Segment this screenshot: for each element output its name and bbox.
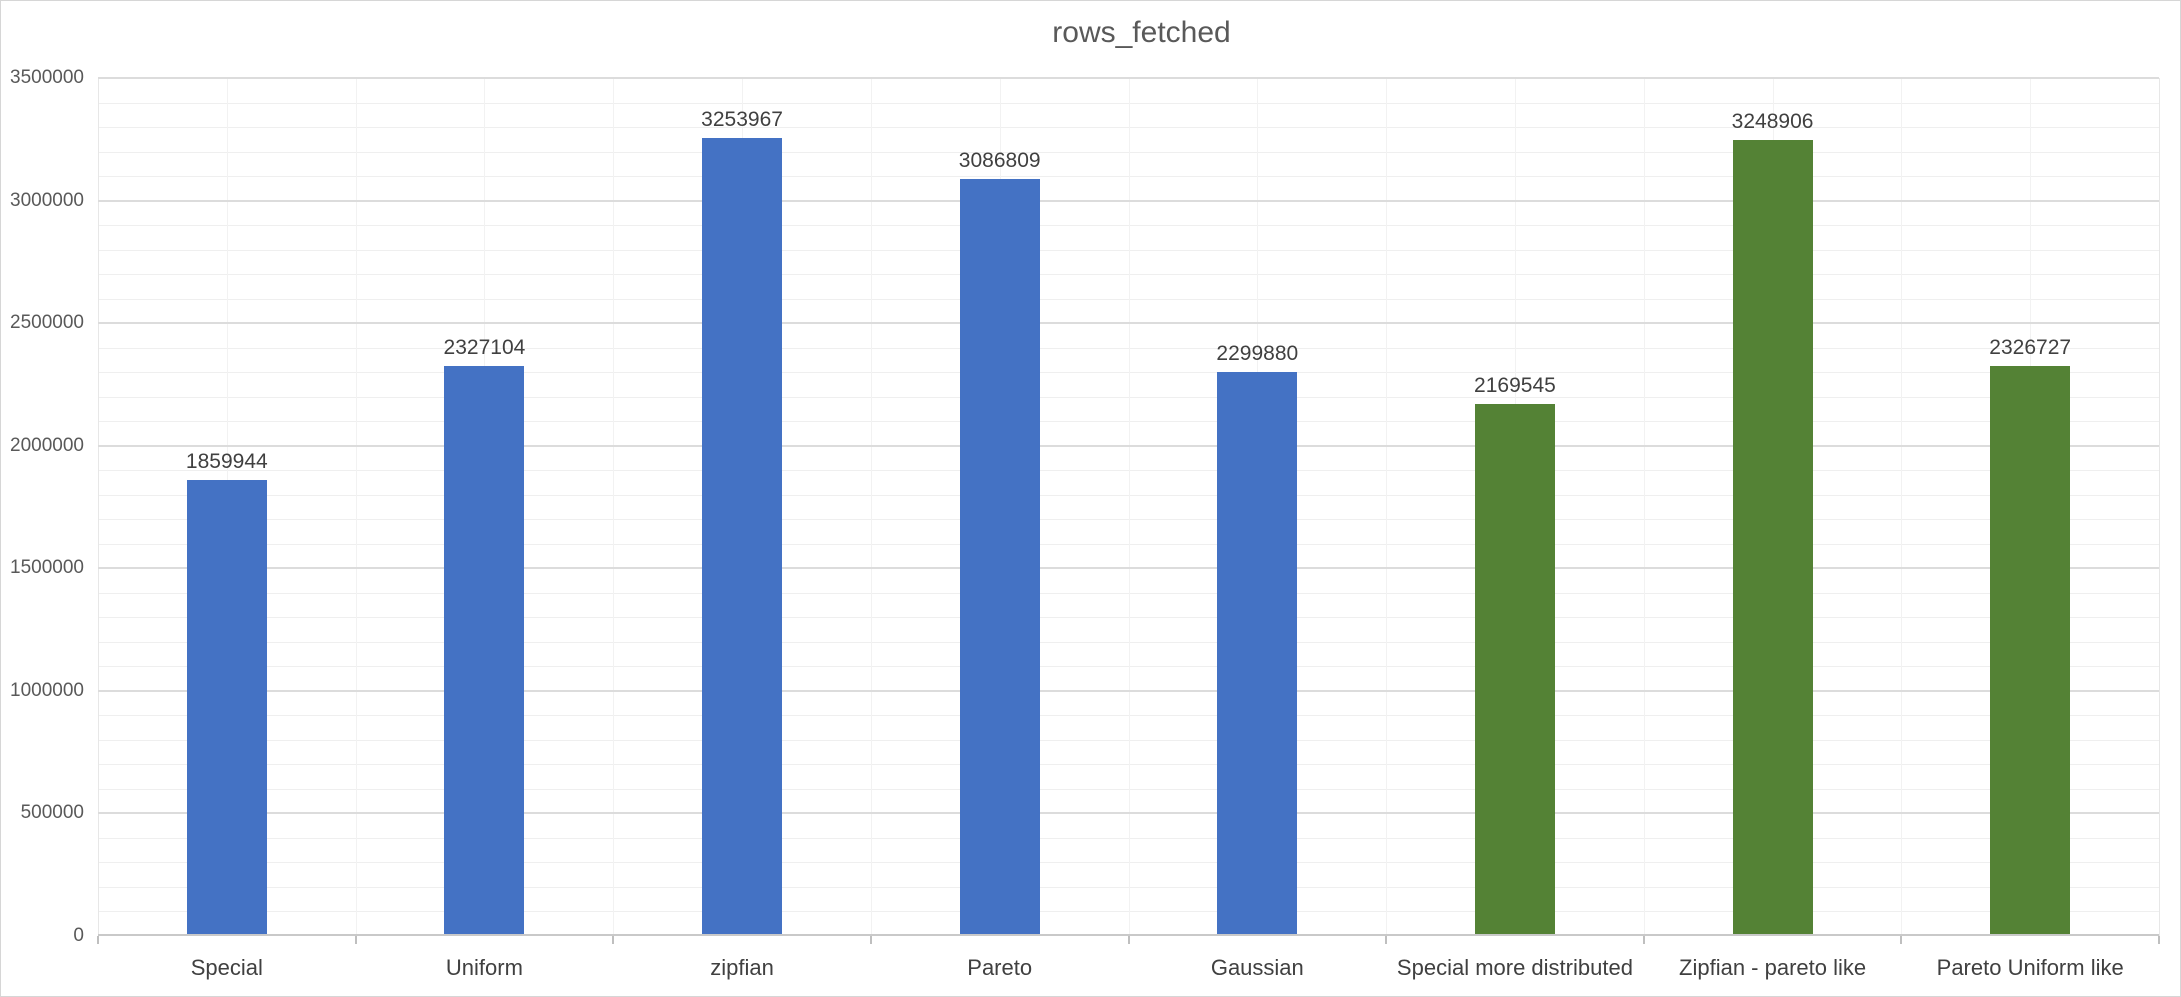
axis-tick	[2158, 936, 2160, 944]
gridline-major	[98, 322, 2159, 325]
gridline-major	[98, 567, 2159, 570]
plot-area: 1859944 2327104 3253967 3086809 2299880 21695…	[97, 77, 2160, 944]
y-axis-tick-label: 2500000	[10, 312, 84, 334]
bar-zipfian-pareto-like[interactable]	[1732, 139, 1813, 936]
y-axis-tick-label: 500000	[20, 802, 84, 824]
bar-value-label: 1859944	[185, 450, 268, 474]
gridline-vertical	[1128, 78, 1130, 936]
chart-title: rows_fetched	[1052, 16, 1231, 49]
bar-value-label: 2326727	[1989, 335, 2072, 359]
gridline-vertical	[98, 78, 99, 936]
y-axis-tick-label: 1000000	[10, 679, 84, 701]
y-axis-tick-label: 2000000	[10, 434, 84, 456]
bar-zipfian[interactable]	[702, 138, 783, 936]
bar-value-label: 2299880	[1216, 342, 1299, 366]
gridline-vertical	[613, 78, 615, 936]
gridline-vertical	[1643, 78, 1645, 936]
axis-tick	[1900, 936, 1903, 944]
gridline-vertical	[1901, 78, 1903, 936]
gridline-vertical	[1386, 78, 1388, 936]
bar-value-label: 3253967	[701, 108, 783, 132]
x-category-label: Pareto Uniform like	[1936, 955, 2124, 980]
x-category-label: Gaussian	[1210, 955, 1304, 980]
y-axis-labels: 0 500000 1000000 1500000 2000000 2500000 30000…	[1, 1, 84, 997]
gridline-major	[98, 199, 2159, 202]
axis-tick	[1642, 936, 1645, 944]
x-category-label: Zipfian - pareto like	[1679, 955, 1867, 980]
gridline-major	[98, 77, 2159, 79]
axis-tick	[1127, 936, 1130, 944]
axis-tick	[354, 936, 357, 944]
bar-value-label: 3248906	[1731, 109, 1814, 133]
bar-value-label: 2327104	[443, 335, 526, 359]
axis-tick	[97, 936, 99, 944]
gridline-major	[98, 689, 2159, 692]
axis-tick	[869, 936, 872, 944]
gridline-major	[98, 444, 2159, 447]
gridline-vertical	[870, 78, 872, 936]
bar-special[interactable]	[186, 480, 267, 936]
gridline-vertical	[2159, 78, 2160, 936]
bar-uniform[interactable]	[444, 365, 525, 936]
y-axis-tick-label: 3000000	[10, 189, 84, 211]
x-category-label: Pareto	[967, 955, 1033, 980]
x-category-label: Special	[190, 955, 263, 980]
y-axis-tick-label: 3500000	[10, 67, 84, 88]
gridline-vertical	[355, 78, 357, 936]
x-category-label: Special more distributed	[1396, 955, 1633, 980]
x-category-label: Uniform	[445, 955, 523, 980]
y-axis-tick-label: 0	[73, 925, 84, 946]
y-axis-tick-label: 1500000	[10, 557, 84, 579]
bar-special-more-distributed[interactable]	[1474, 404, 1555, 936]
bar-value-label: 2169545	[1474, 374, 1556, 398]
bar-value-label: 3086809	[958, 149, 1041, 173]
axis-tick	[1385, 936, 1388, 944]
bar-gaussian[interactable]	[1217, 372, 1298, 936]
x-category-label: zipfian	[710, 955, 774, 980]
bar-pareto[interactable]	[959, 179, 1040, 936]
bar-pareto-uniform-like[interactable]	[1990, 365, 2071, 936]
x-axis-line	[98, 934, 2159, 936]
axis-tick	[612, 936, 615, 944]
gridline-major	[98, 812, 2159, 815]
